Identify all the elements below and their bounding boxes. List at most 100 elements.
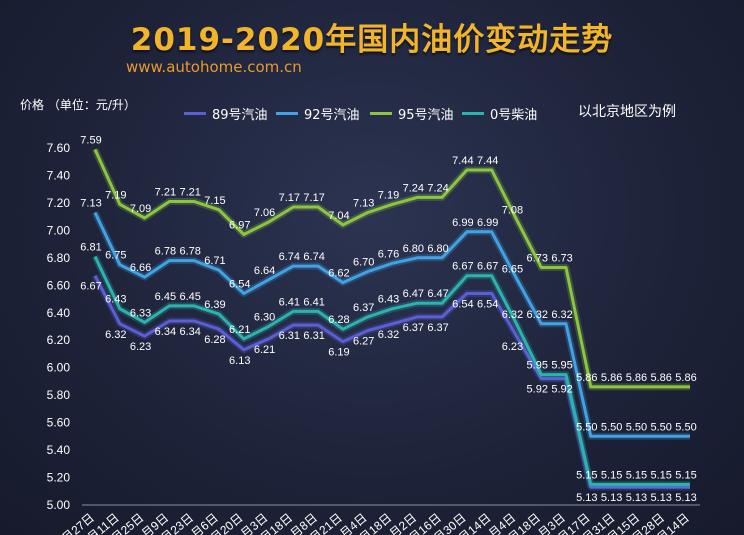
- y-tick-label: 7.20: [47, 196, 71, 210]
- data-label: 5.95: [551, 360, 572, 372]
- data-label: 6.76: [378, 248, 399, 260]
- data-label: 5.86: [576, 372, 597, 384]
- source-url: www.autohome.com.cn: [126, 58, 302, 76]
- data-label: 5.50: [675, 421, 696, 433]
- data-label: 7.06: [254, 207, 275, 219]
- legend-label-92: 92号汽油: [304, 108, 360, 123]
- data-label: 5.50: [650, 421, 671, 433]
- data-label: 6.47: [403, 288, 424, 300]
- data-label: 6.74: [303, 251, 324, 263]
- series-line-3: [93, 255, 690, 486]
- data-label: 7.21: [179, 187, 200, 199]
- data-label: 6.54: [477, 299, 498, 311]
- data-label: 6.13: [229, 355, 250, 367]
- data-label: 6.41: [303, 296, 324, 308]
- data-label: 6.30: [254, 312, 275, 324]
- data-label: 6.67: [477, 261, 498, 273]
- data-label: 5.86: [650, 372, 671, 384]
- data-label: 5.13: [576, 492, 597, 504]
- data-label: 6.99: [452, 217, 473, 229]
- legend-label-89: 89号汽油: [212, 108, 268, 123]
- data-label: 6.73: [527, 252, 548, 264]
- data-label: 6.41: [279, 296, 300, 308]
- data-label: 7.04: [328, 210, 349, 222]
- data-label: 6.32: [105, 329, 126, 341]
- data-label: 6.37: [353, 302, 374, 314]
- data-label: 7.44: [477, 155, 498, 167]
- data-label: 6.80: [403, 243, 424, 255]
- y-tick-label: 5.00: [47, 498, 71, 512]
- data-label: 6.73: [551, 252, 572, 264]
- data-label: 6.31: [279, 330, 300, 342]
- data-label: 6.75: [105, 250, 126, 262]
- y-tick-label: 6.40: [47, 306, 71, 320]
- data-label: 5.13: [675, 492, 696, 504]
- data-label: 7.24: [403, 182, 424, 194]
- y-tick-label: 5.40: [47, 443, 71, 457]
- data-label: 6.70: [353, 257, 374, 269]
- data-label: 5.15: [650, 469, 671, 481]
- y-tick-label: 6.60: [47, 278, 71, 292]
- data-label: 6.67: [80, 281, 101, 293]
- data-label: 6.39: [204, 299, 225, 311]
- data-label: 7.13: [80, 198, 101, 210]
- data-label: 6.78: [155, 246, 176, 258]
- data-label: 5.50: [601, 421, 622, 433]
- data-label: 7.17: [279, 192, 300, 204]
- y-tick-label: 5.60: [47, 416, 71, 430]
- data-label: 5.13: [601, 492, 622, 504]
- data-label: 5.92: [551, 384, 572, 396]
- data-label: 6.78: [179, 246, 200, 258]
- data-label: 6.99: [477, 217, 498, 229]
- data-label: 6.23: [502, 341, 523, 353]
- data-label: 7.59: [80, 134, 101, 146]
- data-label: 6.64: [254, 265, 275, 277]
- legend-swatch-diesel: [462, 112, 484, 115]
- data-label: 6.65: [502, 263, 523, 275]
- y-tick-label: 5.80: [47, 388, 71, 402]
- data-label: 6.37: [403, 322, 424, 334]
- y-tick-label: 5.20: [47, 471, 71, 485]
- y-axis-label: 价格 （单位：元/升）: [20, 98, 136, 112]
- y-tick-label: 6.00: [47, 361, 71, 375]
- data-label: 6.23: [130, 341, 151, 353]
- data-label: 6.81: [80, 241, 101, 253]
- data-label: 6.21: [254, 344, 275, 356]
- data-label: 6.32: [502, 309, 523, 321]
- data-label: 6.28: [204, 334, 225, 346]
- data-label: 6.43: [105, 294, 126, 306]
- data-label: 6.31: [303, 330, 324, 342]
- data-label: 5.92: [527, 384, 548, 396]
- data-label: 6.32: [527, 309, 548, 321]
- legend-label-diesel: 0号柴油: [490, 108, 538, 123]
- data-label: 6.66: [130, 262, 151, 274]
- data-label: 7.13: [353, 198, 374, 210]
- data-label: 5.95: [527, 360, 548, 372]
- data-label: 5.86: [601, 372, 622, 384]
- legend-label-95: 95号汽油: [398, 108, 454, 123]
- legend-swatch-95: [370, 112, 392, 115]
- data-label: 5.86: [675, 372, 696, 384]
- region-note: 以北京地区为例: [578, 104, 676, 120]
- data-label: 7.17: [303, 192, 324, 204]
- data-label: 6.80: [427, 243, 448, 255]
- data-label: 6.97: [229, 220, 250, 232]
- data-label: 7.08: [502, 204, 523, 216]
- y-tick-label: 7.00: [47, 223, 71, 237]
- data-label: 6.28: [328, 314, 349, 326]
- y-tick-label: 6.20: [47, 333, 71, 347]
- data-label: 7.15: [204, 195, 225, 207]
- data-label: 6.62: [328, 268, 349, 280]
- data-label: 6.32: [551, 309, 572, 321]
- series-line-0: [93, 275, 690, 489]
- data-label: 6.54: [229, 279, 250, 291]
- data-label: 5.50: [626, 421, 647, 433]
- data-label: 5.86: [626, 372, 647, 384]
- data-label: 6.34: [179, 326, 200, 338]
- data-label: 6.71: [204, 255, 225, 267]
- data-label: 6.32: [378, 329, 399, 341]
- data-label: 6.34: [155, 326, 176, 338]
- data-label: 6.21: [229, 324, 250, 336]
- data-label: 6.47: [427, 288, 448, 300]
